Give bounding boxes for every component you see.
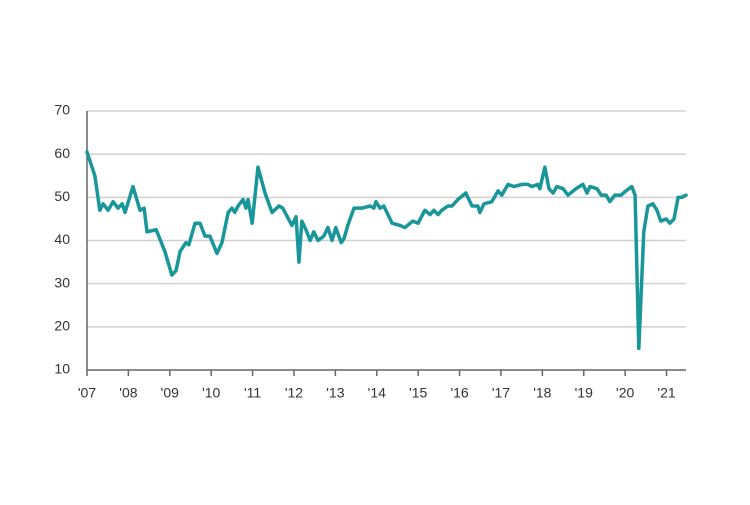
data-line [85, 150, 688, 351]
x-tick-label: '11 [244, 385, 261, 401]
y-tick-label: 40 [54, 231, 70, 247]
x-tick-label: '16 [450, 385, 468, 401]
x-tick-label: '21 [657, 385, 675, 401]
x-tick-label: '20 [616, 385, 634, 401]
x-tick-label: '18 [533, 385, 551, 401]
y-tick-label: 20 [54, 318, 70, 334]
x-tick-label: '17 [492, 385, 510, 401]
x-tick-label: '08 [119, 385, 137, 401]
y-tick-label: 30 [54, 274, 70, 290]
x-tick-label: '13 [326, 385, 344, 401]
y-tick-label: 70 [54, 102, 70, 118]
x-tick-label: '10 [202, 385, 220, 401]
x-tick-label: '15 [409, 385, 427, 401]
x-tick-label: '07 [78, 385, 96, 401]
x-tick-label: '09 [161, 385, 179, 401]
x-tick-label: '12 [285, 385, 303, 401]
y-tick-label: 60 [54, 145, 70, 161]
x-tick-label: '14 [368, 385, 386, 401]
y-tick-label: 50 [54, 188, 70, 204]
y-tick-label: 10 [54, 361, 70, 377]
x-tick-label: '19 [575, 385, 593, 401]
